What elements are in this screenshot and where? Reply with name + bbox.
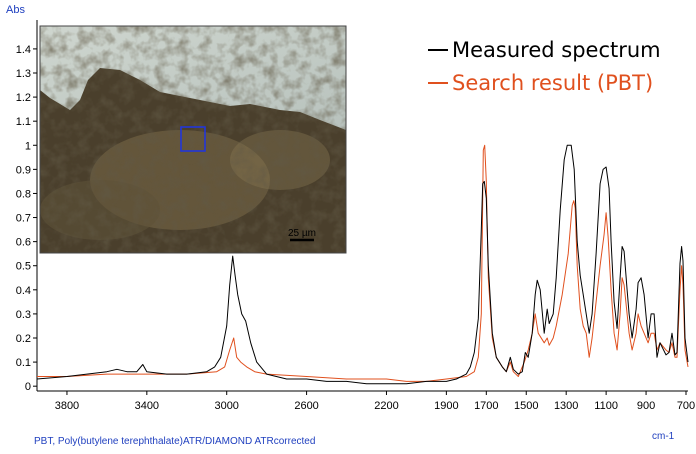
y-tick-label: 0.7: [16, 213, 31, 225]
series-layer: [36, 144, 689, 385]
y-tick-label: 1: [25, 140, 31, 152]
x-tick-label: 1900: [434, 400, 458, 412]
y-tick-label: 1.3: [16, 68, 31, 80]
x-axis-unit: cm-1: [652, 431, 675, 442]
y-tick-label: 0.9: [16, 164, 31, 176]
x-tick-label: 2600: [294, 400, 318, 412]
y-tick-label: 0.3: [16, 309, 31, 321]
legend-label: Measured spectrum: [452, 38, 661, 62]
y-tick-label: 0: [25, 381, 31, 393]
y-tick-label: 0.6: [16, 237, 31, 249]
x-tick-label: 1700: [474, 400, 498, 412]
y-tick-label: 1.2: [16, 92, 31, 104]
x-tick-label: 3400: [135, 400, 159, 412]
x-tick-label: 1100: [594, 400, 618, 412]
y-tick-label: 1.1: [16, 116, 31, 128]
x-tick-label: 2200: [374, 400, 398, 412]
sample-description: PBT, Poly(butylene terephthalate)ATR/DIA…: [34, 436, 316, 447]
x-tick-label: 3800: [55, 400, 79, 412]
scale-bar-label: 25 µm: [288, 228, 316, 239]
y-tick-label: 0.4: [16, 285, 31, 297]
series-line-search-result: [37, 144, 689, 382]
series-line-measured: [36, 144, 689, 385]
y-tick-label: 0.5: [16, 261, 31, 273]
x-tick-label: 1300: [554, 400, 578, 412]
x-ticks: 3800 3400 3000 2600 2200 1900 1700 1500 1300 1100…: [55, 391, 695, 412]
y-tick-label: 1.4: [16, 44, 31, 56]
legend-label: Search result (PBT): [452, 71, 653, 95]
y-tick-label: 0.8: [16, 188, 31, 200]
y-tick-label: 0.1: [16, 357, 31, 369]
x-tick-label: 900: [637, 400, 655, 412]
micrograph-inset: 25 µm: [39, 25, 347, 254]
legend: Measured spectrum Search result (PBT): [428, 38, 661, 95]
axes: [36, 20, 688, 392]
analysis-area-marker: [180, 126, 206, 152]
y-axis-label: Abs: [6, 4, 25, 16]
x-tick-label: 700: [677, 400, 695, 412]
y-tick-label: 0.2: [16, 333, 31, 345]
x-tick-label: 1500: [514, 400, 538, 412]
y-ticks: 0 0.1 0.2 0.3 0.4 0.5 0.6 0.7 0.8 0.9 1 1.1 1.2 1.3 1.…: [16, 44, 37, 393]
x-tick-label: 3000: [214, 400, 238, 412]
